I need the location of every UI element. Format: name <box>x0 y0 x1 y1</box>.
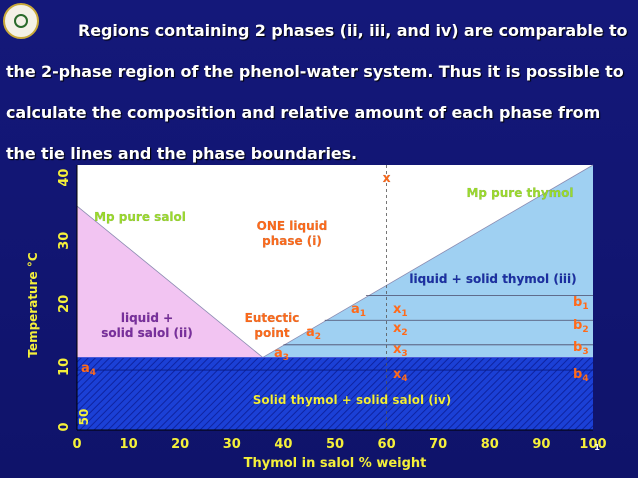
tie-point-b-4: b4 <box>573 367 589 384</box>
x-tick-label: 50 <box>326 437 344 452</box>
y-tick-label: 10 <box>57 358 72 376</box>
x-tick-label: 70 <box>429 437 447 452</box>
x-axis-label: Thymol in salol % weight <box>244 456 427 471</box>
tie-point-a-3: a3 <box>274 346 289 363</box>
y-tick-label: 20 <box>57 295 72 313</box>
region-label-mp-thymol: Mp pure thymol <box>466 186 573 200</box>
region-label-mp-salol: Mp pure salol <box>94 210 186 224</box>
isopleth-label: x <box>383 171 391 185</box>
slide-page-number: 1 <box>594 443 600 452</box>
x-tick-label: 0 <box>72 437 81 452</box>
x-tick-label: 20 <box>171 437 189 452</box>
y-axis-label: Temperature °C <box>26 252 40 357</box>
region-label-liquid-salol-line-1: liquid + <box>121 311 173 325</box>
y-tick-label: 0 <box>57 422 72 431</box>
region-label-solid: Solid thymol + solid salol (iv) <box>253 393 451 407</box>
tie-point-x-1: x1 <box>393 302 408 319</box>
x-tick-label: 30 <box>223 437 241 452</box>
x-tick-label: 80 <box>481 437 499 452</box>
tie-point-x-4: x4 <box>393 367 408 384</box>
region-label-liquid-salol-line-2: solid salol (ii) <box>101 326 192 340</box>
tie-point-a-2: a2 <box>306 325 321 342</box>
tie-point-a-4: a4 <box>81 361 96 378</box>
boundary-line-2 <box>262 164 594 358</box>
region-label-one-liquid-line-1: ONE liquid <box>257 219 328 233</box>
tie-point-b-2: b2 <box>573 318 589 335</box>
region-label-eutectic-line-2: point <box>254 326 289 340</box>
boundary-line-1 <box>76 205 264 358</box>
region-label-eutectic-line-1: Eutectic <box>245 311 300 325</box>
solid-region <box>77 357 593 430</box>
y-tick-label: 40 <box>57 169 72 187</box>
region-label-one-liquid-line-2: phase (i) <box>262 234 322 248</box>
y-tick-label: 30 <box>57 232 72 250</box>
y-extra-tick-label: 50 <box>77 409 91 426</box>
x-tick-label: 60 <box>378 437 396 452</box>
slide-paragraph: Regions containing 2 phases (ii, iii, an… <box>6 21 628 163</box>
x-tick-label: 100 <box>579 437 606 452</box>
x-tick-label: 90 <box>532 437 550 452</box>
university-logo <box>3 3 39 39</box>
x-tick-label: 40 <box>274 437 292 452</box>
tie-point-a-1: a1 <box>351 302 366 319</box>
tie-point-b-1: b1 <box>573 295 589 312</box>
tie-point-b-3: b3 <box>573 340 589 357</box>
x-tick-label: 10 <box>120 437 138 452</box>
tie-point-x-3: x3 <box>393 342 408 359</box>
region-label-liquid-thymol: liquid + solid thymol (iii) <box>409 272 576 286</box>
tie-point-x-2: x2 <box>393 321 408 338</box>
